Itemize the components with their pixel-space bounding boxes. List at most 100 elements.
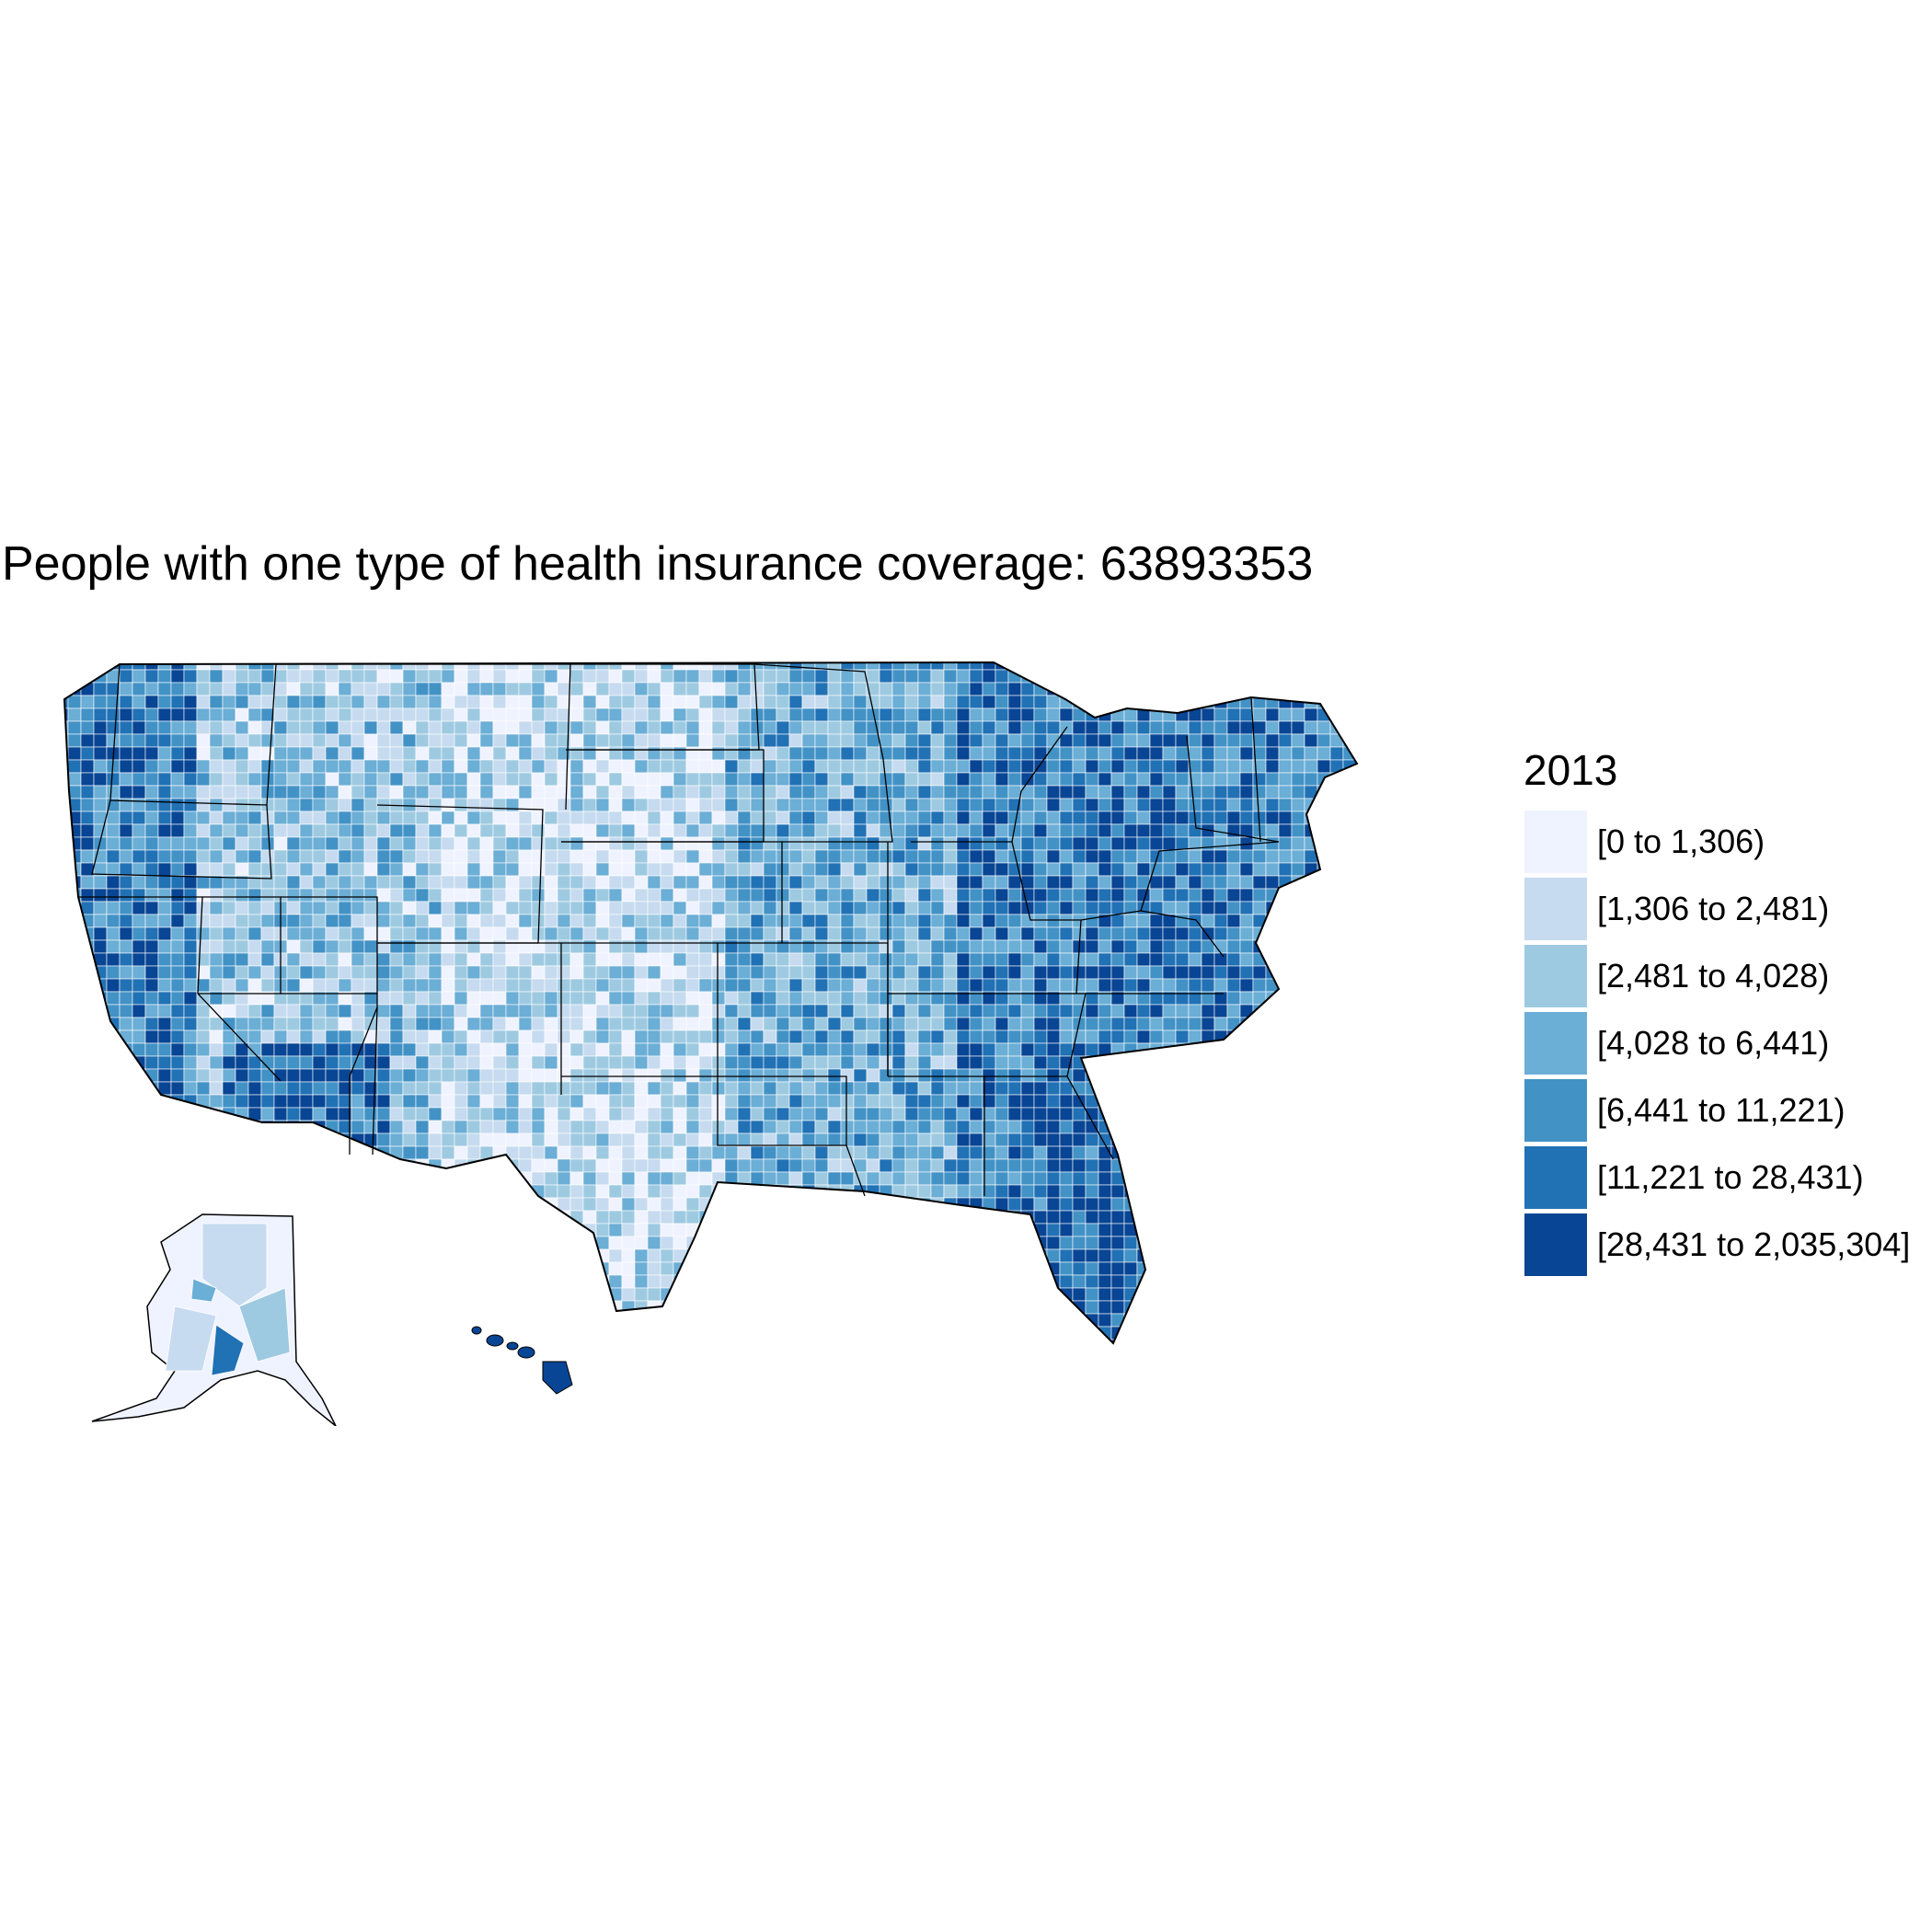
county-cell: [673, 1081, 687, 1096]
county-cell: [917, 1236, 932, 1250]
county-cell: [389, 1158, 404, 1173]
county-cell: [1175, 1197, 1190, 1212]
county-cell: [956, 707, 971, 722]
county-cell: [621, 952, 636, 967]
county-cell: [286, 772, 301, 787]
county-cell: [1278, 1210, 1293, 1225]
county-cell: [1020, 965, 1035, 980]
county-cell: [415, 1158, 430, 1173]
county-cell: [685, 862, 700, 877]
county-cell: [1110, 1248, 1125, 1263]
county-cell: [67, 1236, 82, 1250]
county-cell: [621, 965, 636, 980]
county-cell: [1175, 1236, 1190, 1250]
county-cell: [1059, 669, 1074, 684]
county-cell: [1201, 1133, 1215, 1147]
county-cell: [827, 785, 842, 799]
county-cell: [428, 759, 443, 774]
county-cell: [312, 682, 327, 696]
county-cell: [415, 772, 430, 787]
county-cell: [1329, 707, 1344, 722]
county-cell: [711, 1055, 726, 1070]
county-cell: [1252, 862, 1267, 877]
county-cell: [866, 952, 880, 967]
county-cell: [582, 1158, 597, 1173]
county-cell: [247, 746, 262, 761]
county-cell: [853, 1055, 868, 1070]
county-cell: [466, 1261, 481, 1276]
county-cell: [737, 1236, 752, 1250]
county-cell: [1265, 1171, 1280, 1186]
county-cell: [235, 888, 249, 903]
county-cell: [1175, 1223, 1190, 1237]
county-cell: [608, 1055, 623, 1070]
county-cell: [170, 682, 185, 696]
county-cell: [402, 1210, 417, 1225]
county-cell: [788, 733, 803, 748]
county-cell: [1317, 1120, 1331, 1134]
county-cell: [209, 952, 224, 967]
county-cell: [1342, 1236, 1357, 1250]
county-cell: [80, 978, 95, 993]
county-cell: [119, 785, 133, 799]
county-cell: [1188, 1042, 1202, 1057]
county-cell: [557, 888, 571, 903]
county-cell: [1342, 1184, 1357, 1199]
county-cell: [685, 1133, 700, 1147]
county-cell: [144, 914, 159, 928]
county-cell: [595, 707, 610, 722]
county-cell: [222, 978, 236, 993]
county-cell: [183, 978, 198, 993]
county-cell: [157, 759, 172, 774]
county-cell: [209, 1184, 224, 1199]
county-cell: [982, 682, 996, 696]
county-cell: [1085, 1171, 1099, 1186]
county-cell: [1188, 695, 1202, 709]
county-cell: [827, 888, 842, 903]
county-cell: [1265, 1133, 1280, 1147]
county-cell: [891, 1068, 906, 1083]
county-cell: [492, 1197, 507, 1212]
county-cell: [1085, 720, 1099, 735]
county-cell: [711, 1120, 726, 1134]
county-cell: [1098, 811, 1112, 825]
county-cell: [312, 1223, 327, 1237]
county-cell: [363, 888, 378, 903]
county-cell: [956, 978, 971, 993]
county-cell: [222, 1158, 236, 1173]
county-cell: [376, 1029, 391, 1044]
county-cell: [557, 926, 571, 941]
county-cell: [1098, 662, 1112, 671]
county-cell: [325, 914, 339, 928]
county-cell: [157, 1068, 172, 1083]
county-cell: [1020, 772, 1035, 787]
county-cell: [1252, 662, 1267, 671]
county-cell: [545, 644, 558, 657]
county-cell: [814, 785, 829, 799]
county-cell: [402, 669, 417, 684]
county-cell: [1085, 662, 1099, 671]
county-cell: [93, 1055, 108, 1070]
county-cell: [479, 1029, 494, 1044]
county-cell: [776, 849, 790, 864]
county-cell: [737, 733, 752, 748]
county-cell: [1085, 1261, 1099, 1276]
county-cell: [595, 875, 610, 890]
county-cell: [969, 1184, 983, 1199]
county-cell: [1329, 1223, 1344, 1237]
county-cell: [170, 798, 185, 812]
county-cell: [1072, 669, 1087, 684]
county-cell: [170, 785, 185, 799]
county-cell: [904, 785, 919, 799]
county-cell: [235, 759, 249, 774]
county-cell: [454, 978, 468, 993]
county-cell: [763, 978, 777, 993]
county-cell: [531, 733, 546, 748]
county-cell: [1342, 978, 1357, 993]
county-cell: [299, 746, 314, 761]
county-cell: [1072, 1107, 1087, 1121]
county-cell: [157, 1223, 172, 1237]
county-cell: [64, 1171, 69, 1186]
county-cell: [338, 952, 352, 967]
county-cell: [621, 1223, 636, 1237]
